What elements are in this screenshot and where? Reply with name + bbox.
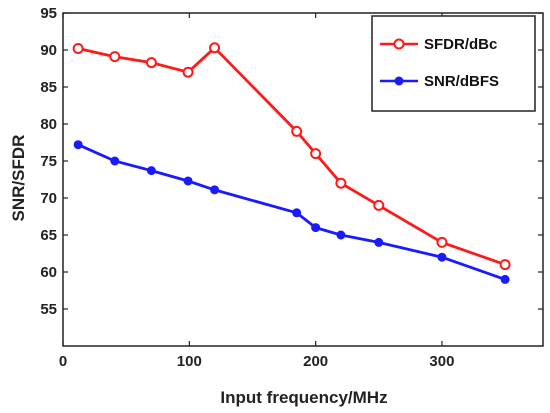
legend-marker-sfdr [393,38,405,50]
y-tick-label: 60 [40,264,57,281]
series-layer [72,42,511,284]
y-tick-label: 95 [40,5,57,22]
data-point [110,156,120,166]
data-point [72,43,84,55]
x-tick-label: 200 [303,353,328,370]
data-point [500,274,510,284]
data-point [335,177,347,189]
series-1 [73,140,510,284]
data-point [109,51,121,63]
data-point [291,125,303,137]
data-point [73,140,83,150]
y-tick-label: 75 [40,153,57,170]
x-tick-label: 100 [177,353,202,370]
data-point [146,166,156,176]
data-point [145,57,157,69]
data-point [436,236,448,248]
data-point [336,230,346,240]
y-tick-label: 90 [40,42,57,59]
x-axis-label: Input frequency/MHz [220,388,387,407]
legend-marker-snr [394,76,404,86]
x-tick-label: 300 [429,353,454,370]
y-tick-label: 80 [40,116,57,133]
data-point [292,208,302,218]
y-tick-label: 65 [40,227,57,244]
y-tick-label: 55 [40,301,57,318]
legend-label-snr: SNR/dBFS [424,73,499,90]
y-axis-label: SNR/SFDR [9,135,28,222]
data-point [437,252,447,262]
legend-box [371,15,536,112]
y-axis-ticks: 55 60 65 70 75 80 85 90 95 [40,5,543,318]
legend: SFDR/dBc SNR/dBFS [371,15,536,112]
legend-label-sfdr: SFDR/dBc [424,36,497,53]
y-tick-label: 85 [40,79,57,96]
data-point [373,199,385,211]
data-point [310,148,322,160]
data-point [209,42,221,54]
data-point [311,223,321,233]
data-point [183,176,193,186]
data-point [182,66,194,78]
y-tick-label: 70 [40,190,57,207]
x-axis-ticks: 0 100 200 300 [59,13,454,370]
series-0 [72,42,511,271]
data-point [374,237,384,247]
x-tick-label: 0 [59,353,67,370]
data-point [210,185,220,195]
data-point [499,259,511,271]
